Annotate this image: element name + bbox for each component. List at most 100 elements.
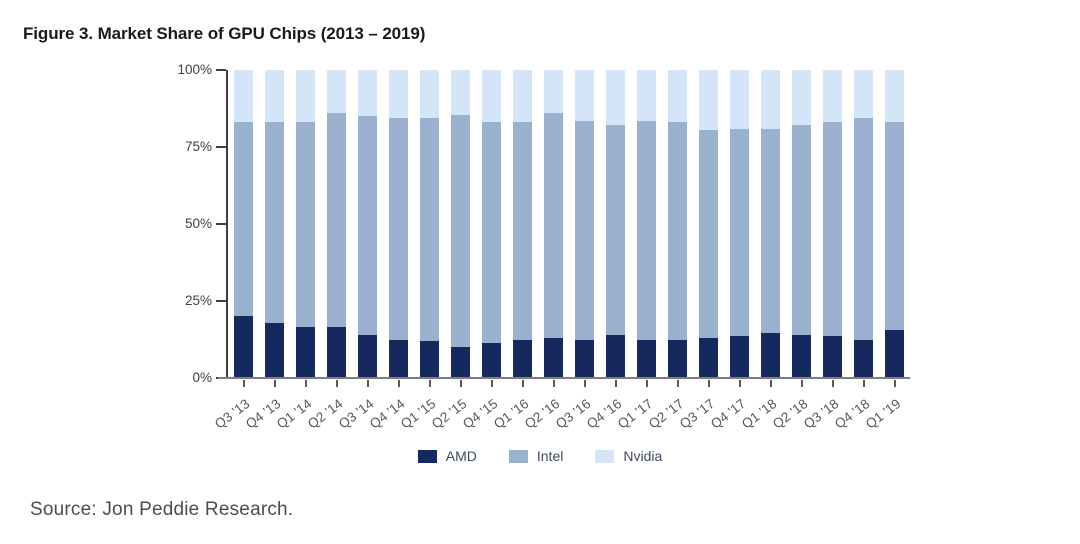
segment-intel (761, 128, 780, 334)
segment-intel (389, 117, 408, 340)
x-axis-tick (335, 380, 338, 387)
y-axis-tick-label: 100% (177, 62, 212, 77)
segment-amd (513, 339, 532, 378)
bar-q414: Q4 '14 (367, 70, 414, 432)
segment-intel (637, 120, 656, 340)
x-axis-label: Q1 '18 (739, 396, 780, 432)
segment-intel (327, 113, 346, 328)
x-axis-tick (800, 380, 803, 387)
segment-nvidia (885, 70, 904, 123)
segment-amd (761, 333, 780, 378)
segment-nvidia (327, 70, 346, 114)
segment-amd (730, 336, 749, 378)
segment-intel (575, 120, 594, 340)
segment-amd (637, 339, 656, 378)
legend-item-amd: AMD (417, 448, 477, 464)
x-axis-tick (521, 380, 524, 387)
x-axis-label: Q3 '18 (801, 396, 842, 432)
segment-amd (699, 337, 718, 378)
bar-q417: Q4 '17 (708, 70, 755, 432)
segment-nvidia (823, 70, 842, 123)
segment-intel (792, 125, 811, 335)
y-axis-tick-label: 25% (184, 293, 212, 308)
legend-swatch-intel (508, 449, 528, 463)
segment-nvidia (513, 70, 532, 123)
y-axis-tick (216, 146, 226, 148)
x-axis-label: Q4 '18 (832, 396, 873, 432)
segment-amd (668, 339, 687, 378)
y-axis-line (226, 70, 228, 378)
x-axis-tick (459, 380, 462, 387)
segment-intel (730, 128, 749, 337)
segment-intel (544, 113, 563, 338)
bar-q117: Q1 '17 (615, 70, 662, 432)
x-axis-label: Q4 '15 (460, 396, 501, 432)
bar-q214: Q2 '14 (305, 70, 352, 432)
x-axis-tick (645, 380, 648, 387)
segment-amd (327, 327, 346, 378)
x-axis-label: Q4 '14 (367, 396, 408, 432)
bar-q318: Q3 '18 (801, 70, 848, 432)
x-axis-tick (769, 380, 772, 387)
x-axis-tick (583, 380, 586, 387)
x-axis-label: Q1 '17 (615, 396, 656, 432)
bar-q216: Q2 '16 (522, 70, 569, 432)
segment-intel (420, 117, 439, 342)
bar-q118: Q1 '18 (739, 70, 786, 432)
segment-intel (234, 122, 253, 317)
x-axis-tick (397, 380, 400, 387)
bar-q218: Q2 '18 (770, 70, 817, 432)
x-axis-tick (490, 380, 493, 387)
y-axis-tick (216, 69, 226, 71)
bar-q119: Q1 '19 (863, 70, 910, 432)
segment-nvidia (730, 70, 749, 129)
legend-label-amd: AMD (445, 448, 477, 464)
bar-q116: Q1 '16 (491, 70, 538, 432)
segment-nvidia (637, 70, 656, 121)
segment-amd (823, 336, 842, 378)
bar-q313: Q3 '13 (212, 70, 259, 432)
segment-nvidia (451, 70, 470, 115)
x-axis-tick (304, 380, 307, 387)
legend-label-intel: Intel (536, 448, 564, 464)
segment-amd (420, 341, 439, 378)
x-axis-tick (552, 380, 555, 387)
x-axis-label: Q3 '13 (212, 396, 253, 432)
segment-nvidia (761, 70, 780, 129)
segment-amd (389, 339, 408, 378)
x-axis-line (218, 377, 910, 379)
segment-nvidia (296, 70, 315, 123)
segment-intel (823, 122, 842, 337)
segment-nvidia (854, 70, 873, 118)
segment-amd (234, 316, 253, 378)
segment-amd (885, 330, 904, 378)
segment-nvidia (668, 70, 687, 123)
legend-swatch-amd (417, 449, 437, 463)
x-axis-tick (366, 380, 369, 387)
segment-amd (265, 322, 284, 378)
bar-q415: Q4 '15 (460, 70, 507, 432)
y-axis-tick-label: 50% (184, 216, 212, 231)
figure-title: Figure 3. Market Share of GPU Chips (201… (23, 24, 426, 43)
segment-amd (606, 334, 625, 378)
segment-intel (358, 116, 377, 335)
x-axis-label: Q4 '17 (708, 396, 749, 432)
y-axis-tick (216, 300, 226, 302)
x-axis-label: Q3 '16 (553, 396, 594, 432)
x-axis-label: Q3 '14 (336, 396, 377, 432)
segment-intel (668, 122, 687, 340)
segment-intel (296, 122, 315, 328)
x-axis-tick (738, 380, 741, 387)
segment-nvidia (575, 70, 594, 121)
x-axis-label: Q1 '16 (491, 396, 532, 432)
x-axis-label: Q4 '16 (584, 396, 625, 432)
bar-q418: Q4 '18 (832, 70, 879, 432)
segment-intel (885, 122, 904, 331)
bar-q317: Q3 '17 (677, 70, 724, 432)
x-axis-tick (893, 380, 896, 387)
x-axis-tick (831, 380, 834, 387)
segment-nvidia (389, 70, 408, 118)
segment-intel (265, 122, 284, 323)
bar-q316: Q3 '16 (553, 70, 600, 432)
